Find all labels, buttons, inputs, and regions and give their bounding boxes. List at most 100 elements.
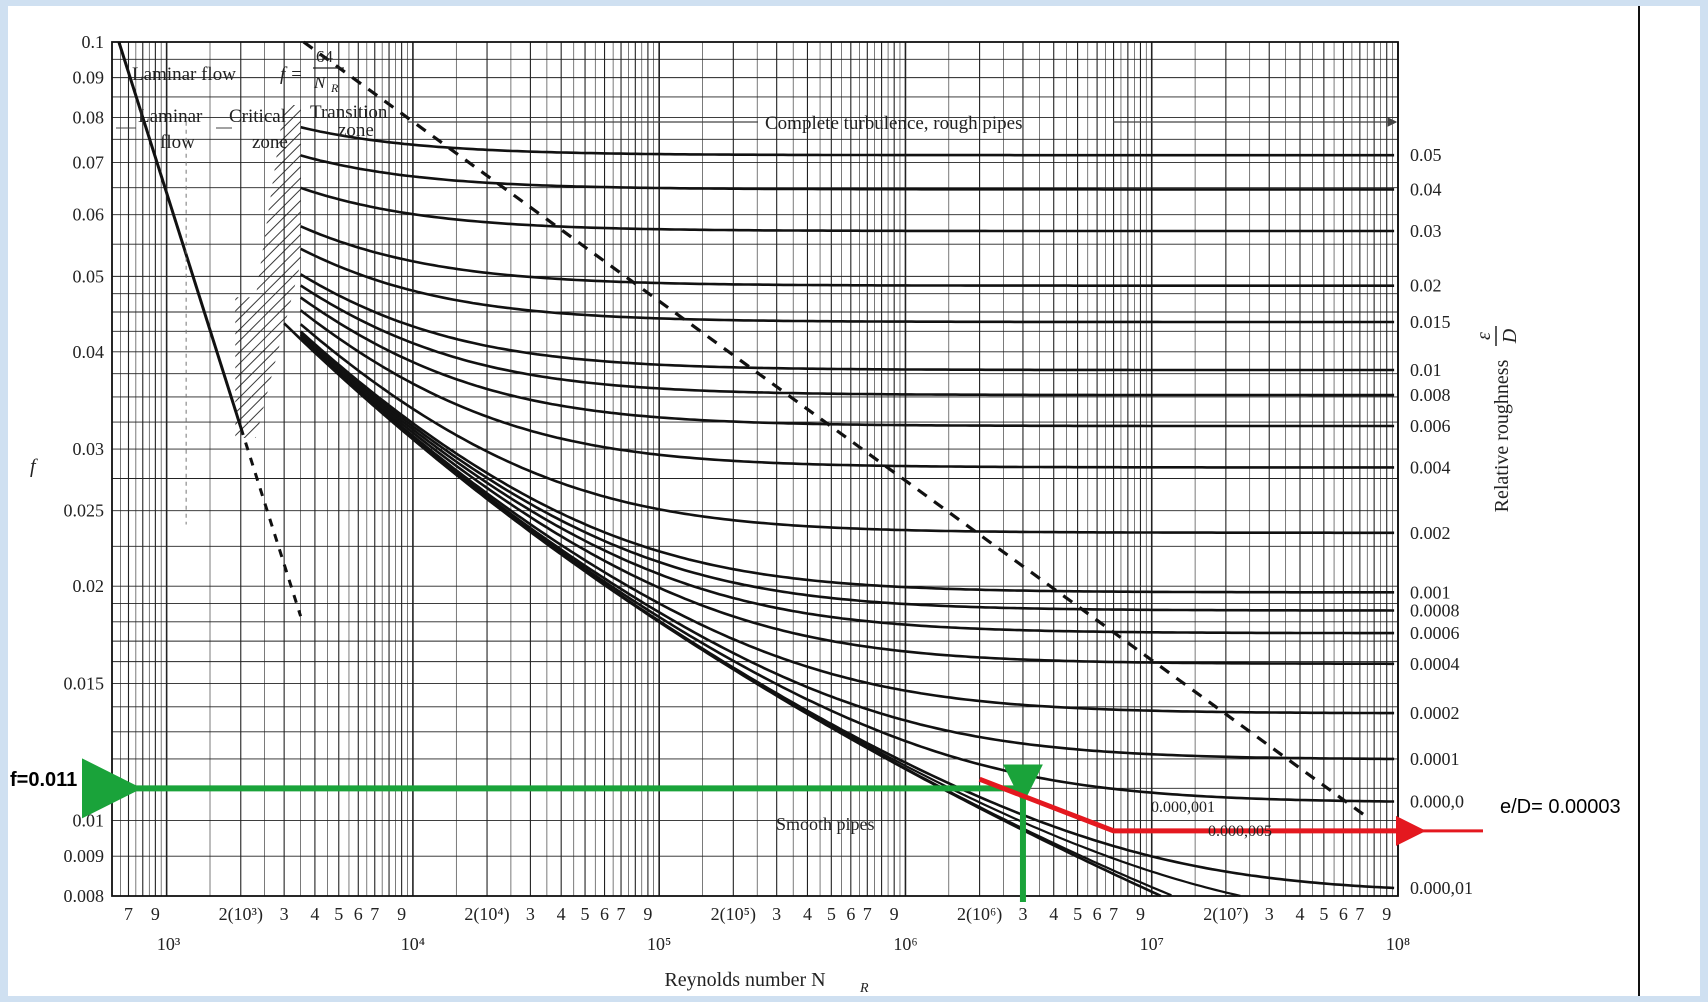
roughness-curve (299, 330, 1395, 594)
y-tick-label: 0.01 (73, 811, 105, 831)
x-tick-label: 3 (772, 904, 781, 924)
y-tick-label: 0.008 (64, 886, 105, 906)
laminar-formula-label: f = (280, 64, 303, 85)
y-tick-label: 0.015 (64, 673, 105, 693)
x-tick-label: 3 (280, 904, 289, 924)
x-tick-label: 6 (354, 904, 363, 924)
friction-curves (117, 40, 1395, 898)
x-tick-label: 3 (526, 904, 535, 924)
roughness-label: 0.015 (1410, 312, 1451, 332)
complete-turbulence-label: Complete turbulence, rough pipes (765, 113, 1023, 134)
x-axis-label: Reynolds number N (664, 969, 825, 991)
laminar-formula-denominator-sub: R (330, 81, 339, 95)
x-major-tick-label: 10⁶ (893, 934, 917, 954)
y-tick-label: 0.1 (82, 32, 105, 52)
y-tick-label: 0.08 (73, 107, 105, 127)
x-major-tick-label: 10³ (157, 934, 181, 954)
right-axis-frac-num: ε (1473, 332, 1495, 340)
x-tick-label: 6 (846, 904, 855, 924)
grid (111, 41, 1399, 897)
roughness-label: 0.03 (1410, 221, 1442, 241)
laminar-formula-numerator: 64 (316, 47, 334, 66)
roughness-curve (299, 335, 1395, 666)
roughness-curve (299, 336, 1395, 715)
x-axis-label-subscript: R (859, 981, 869, 996)
y-tick-label: 0.02 (73, 576, 105, 596)
rough-boundary-dashed (302, 40, 1369, 819)
roughness-label: 0.0001 (1410, 749, 1460, 769)
y-tick-label: 0.05 (73, 266, 105, 286)
x-tick-label: 3 (1018, 904, 1027, 924)
x-tick-label: 7 (1109, 904, 1118, 924)
x-tick-label: 2(10⁶) (957, 904, 1002, 925)
y-axis-label: f (30, 455, 38, 477)
roughness-label: 0.05 (1410, 145, 1442, 165)
laminar-formula-denominator: N (313, 73, 327, 92)
x-major-tick-label: 10⁵ (647, 934, 671, 954)
low-roughness-curve (781, 697, 1172, 897)
x-tick-label: 9 (1382, 904, 1391, 924)
x-major-tick-label: 10⁴ (401, 934, 425, 954)
roughness-curve (300, 247, 1395, 324)
plot-frame (111, 41, 1399, 897)
transition-zone-label: zone (338, 120, 374, 141)
x-tick-label: 6 (1093, 904, 1102, 924)
x-tick-label: 5 (334, 904, 343, 924)
smooth-pipes-label: Smooth pipes (776, 814, 875, 834)
x-tick-label: 2(10³) (219, 904, 263, 925)
laminar-label: Laminar (138, 106, 203, 127)
laminar-flow-label: Laminar flow (132, 64, 236, 85)
x-tick-label: 2(10⁵) (711, 904, 756, 925)
right-axis-frac-den: D (1499, 328, 1521, 344)
y-tick-label: 0.025 (64, 501, 105, 521)
roughness-curve (299, 333, 1395, 635)
critical-label: Critical (229, 106, 286, 127)
right-axis-label: Relative roughness ε D (1473, 326, 1521, 512)
roughness-curve (300, 125, 1395, 157)
x-tick-label: 7 (863, 904, 872, 924)
x-tick-label: 9 (397, 904, 406, 924)
x-tick-label: 4 (803, 904, 812, 924)
flow-label: flow (160, 132, 195, 153)
roughness-curve (300, 154, 1395, 191)
roughness-label: 0.006 (1410, 416, 1451, 436)
x-tick-label: 9 (890, 904, 899, 924)
low-roughness-curve (781, 696, 1241, 897)
roughness-label: 0.0008 (1410, 600, 1460, 620)
x-tick-label: 5 (1073, 904, 1082, 924)
x-tick-label: 9 (1136, 904, 1145, 924)
f-annotation-label: f=0.011 (10, 769, 78, 791)
x-tick-label: 6 (1339, 904, 1348, 924)
moody-chart: 0.0080.0090.010.0150.020.0250.030.040.05… (30, 32, 1521, 996)
roughness-label: 0.001 (1410, 582, 1451, 602)
roughness-curve (299, 332, 1395, 612)
roughness-label: 0.008 (1410, 385, 1451, 405)
roughness-label: 0.000,0 (1410, 792, 1464, 812)
x-tick-label: 5 (1319, 904, 1328, 924)
critical-zone-label: zone (252, 132, 288, 153)
roughness-label: 0.0004 (1410, 654, 1460, 674)
x-tick-label: 9 (643, 904, 652, 924)
annotation-overlay (82, 758, 1483, 902)
y-tick-label: 0.07 (73, 153, 105, 173)
y-tick-label: 0.06 (73, 205, 105, 225)
roughness-label: 0.02 (1410, 276, 1442, 296)
y-tick-label: 0.04 (73, 342, 105, 362)
x-tick-label: 2(10⁷) (1203, 904, 1248, 925)
roughness-label: 0.002 (1410, 523, 1451, 543)
roughness-label: 0.0006 (1410, 623, 1460, 643)
labels: 0.0080.0090.010.0150.020.0250.030.040.05… (30, 32, 1521, 996)
curve-label-small-b: 0.000,005 (1208, 823, 1272, 840)
x-tick-label: 6 (600, 904, 609, 924)
roughness-curve (299, 337, 1395, 761)
roughness-label: 0.004 (1410, 457, 1451, 477)
x-tick-label: 2(10⁴) (464, 904, 509, 925)
roughness-curve (299, 309, 1395, 469)
y-tick-label: 0.03 (73, 439, 105, 459)
red-roughness-path (978, 776, 1398, 834)
x-tick-label: 7 (124, 904, 133, 924)
smooth-pipe-curve (283, 322, 1162, 898)
roughness-label: 0.04 (1410, 179, 1442, 199)
x-tick-label: 9 (151, 904, 160, 924)
roughness-label: 0.01 (1410, 360, 1442, 380)
